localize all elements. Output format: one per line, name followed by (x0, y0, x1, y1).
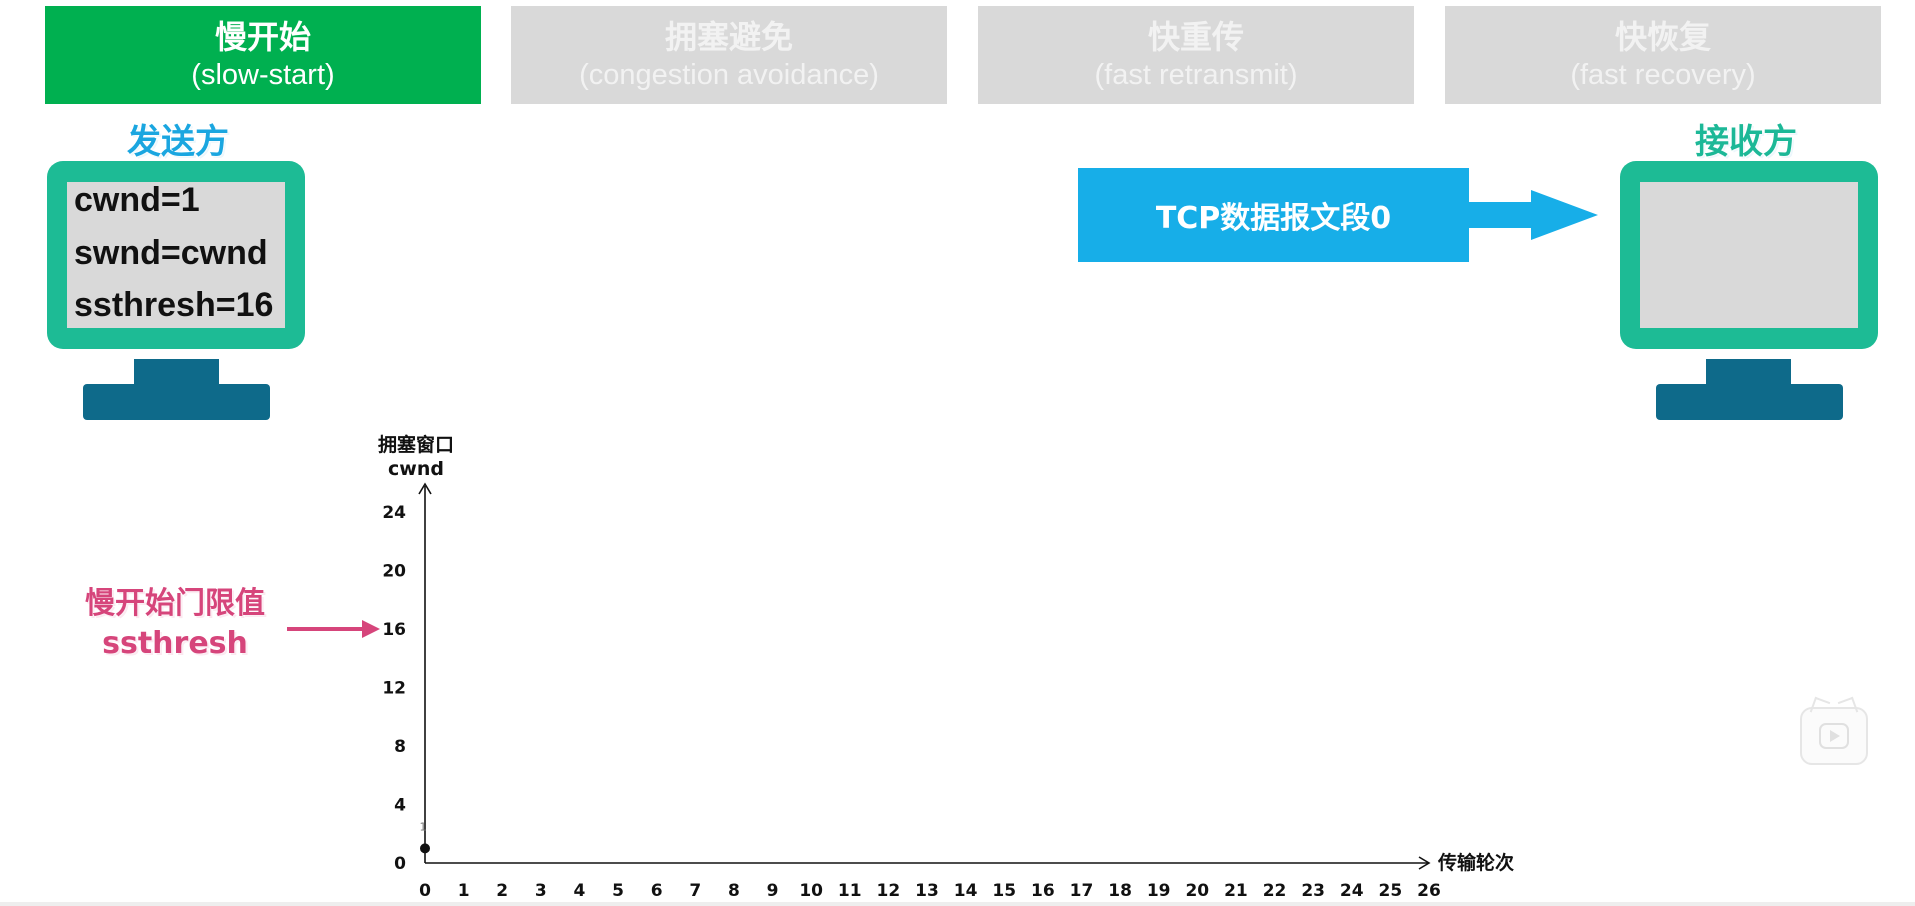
y-tick-label: 8 (394, 737, 406, 757)
y-axis-label-cn: 拥塞窗口 (378, 433, 454, 456)
x-tick-label: 24 (1340, 881, 1364, 901)
y-tick-label: 0 (394, 854, 406, 874)
receiver-monitor-base (1656, 384, 1843, 420)
x-tick-label: 6 (651, 881, 663, 901)
x-tick-label: 10 (799, 881, 823, 901)
x-tick-label: 17 (1070, 881, 1094, 901)
swnd-value: swnd=cwnd (74, 234, 268, 272)
x-tick-label: 21 (1224, 881, 1248, 901)
threshold-label-en: ssthresh (102, 626, 248, 661)
x-tick-label: 16 (1031, 881, 1055, 901)
tab-fast-retransmit[interactable]: 快重传 (fast retransmit) (978, 6, 1414, 104)
x-tick-label: 9 (767, 881, 779, 901)
play-button[interactable] (1800, 696, 1868, 765)
x-tick-label: 1 (458, 881, 470, 901)
tab-label-cn: 快恢复 (1614, 18, 1711, 56)
tab-label-cn: 快重传 (1147, 18, 1244, 56)
x-tick-label: 14 (954, 881, 978, 901)
threshold-label-cn: 慢开始门限值 (85, 586, 265, 621)
y-tick-label: 16 (382, 620, 406, 640)
y-tick-label: 24 (382, 503, 406, 523)
tab-fast-recovery[interactable]: 快恢复 (fast recovery) (1445, 6, 1881, 104)
play-icon (1819, 723, 1849, 749)
x-axis-arrow-icon (1418, 856, 1431, 870)
tab-label-en: (fast recovery) (1570, 59, 1756, 91)
y-tick-label: 20 (382, 562, 406, 582)
x-tick-label: 22 (1263, 881, 1287, 901)
x-tick-label: 2 (496, 881, 508, 901)
y-axis-label-en: cwnd (388, 458, 444, 480)
receiver-label: 接收方 (1695, 122, 1797, 162)
cwnd-value: cwnd=1 (74, 181, 200, 219)
tab-label-en: (congestion avoidance) (579, 59, 879, 91)
data-point-label: 1 (420, 820, 427, 833)
chart-series: 1 (420, 820, 430, 854)
x-tick-label: 5 (612, 881, 624, 901)
x-tick-label: 19 (1147, 881, 1171, 901)
y-axis-arrow-icon (418, 482, 432, 495)
x-tick-label: 7 (689, 881, 701, 901)
tab-label-cn: 拥塞避免 (664, 18, 793, 56)
tab-label-en: (slow-start) (191, 59, 335, 91)
sender-monitor-screen (67, 182, 285, 328)
x-tick-label: 15 (992, 881, 1016, 901)
threshold-label: 慢开始门限值 ssthresh (60, 584, 290, 664)
tcp-segment-label: TCP数据报文段0 (1155, 201, 1392, 236)
y-tick-label: 12 (382, 679, 406, 699)
data-point (420, 843, 430, 854)
sender-label: 发送方 (127, 122, 229, 162)
y-tick-label: 4 (394, 796, 406, 816)
x-tick-label: 18 (1108, 881, 1132, 901)
x-axis-label: 传输轮次 (1437, 851, 1514, 874)
x-tick-label: 20 (1185, 881, 1209, 901)
x-tick-label: 25 (1379, 881, 1403, 901)
tcp-segment-box: TCP数据报文段0 (1078, 168, 1469, 262)
receiver-monitor-screen (1640, 182, 1858, 328)
x-tick-label: 0 (419, 881, 431, 901)
chart-axes (418, 482, 1431, 870)
x-tick-label: 8 (728, 881, 740, 901)
x-tick-label: 3 (535, 881, 547, 901)
tab-congestion-avoidance[interactable]: 拥塞避免 (congestion avoidance) (511, 6, 947, 104)
x-tick-label: 26 (1417, 881, 1441, 901)
x-tick-label: 11 (838, 881, 862, 901)
tab-slow-start[interactable]: 慢开始 (slow-start) (45, 6, 481, 104)
receiver-monitor-neck (1706, 359, 1791, 385)
sender-monitor-neck (134, 359, 219, 385)
x-tick-label: 23 (1301, 881, 1325, 901)
tab-label-en: (fast retransmit) (1094, 59, 1298, 91)
bottom-divider (0, 902, 1915, 906)
tab-label-cn: 慢开始 (214, 18, 311, 56)
chart-ticks: 0 1 2 3 4 5 6 7 8 9 10 11 12 13 14 15 16 17 18 19 20 21 22 23 24… (382, 503, 1441, 901)
ssthresh-value: ssthresh=16 (74, 286, 274, 324)
x-tick-label: 12 (877, 881, 901, 901)
x-tick-label: 4 (574, 881, 586, 901)
sender-monitor-base (83, 384, 270, 420)
x-tick-label: 13 (915, 881, 939, 901)
